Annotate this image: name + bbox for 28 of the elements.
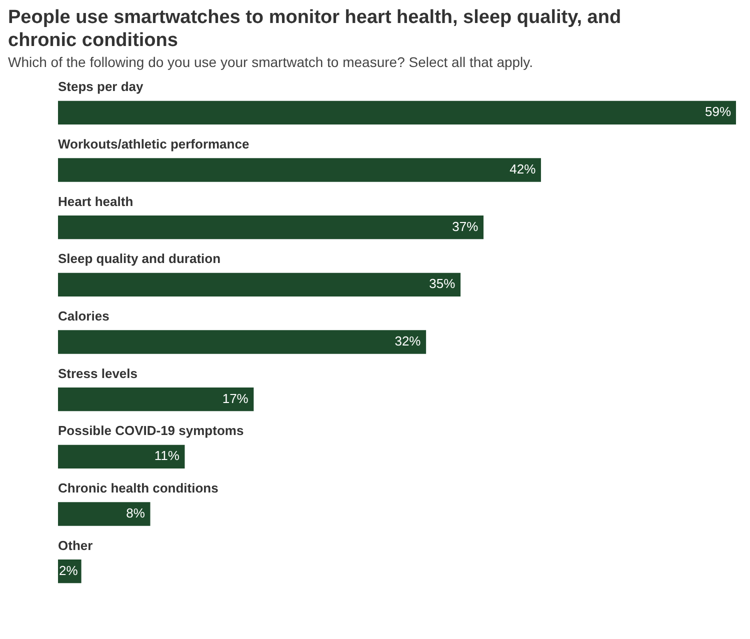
bar xyxy=(58,502,150,526)
data-label: 42% xyxy=(510,162,536,177)
y-tick-label: Heart health xyxy=(58,194,134,209)
data-label: 59% xyxy=(704,104,732,120)
data-label: 8% xyxy=(126,506,146,521)
data-label: 17% xyxy=(222,390,249,406)
bar xyxy=(58,272,461,296)
bar xyxy=(58,388,254,412)
bar xyxy=(58,158,541,182)
y-tick-label: Stress levels xyxy=(58,366,138,381)
chart-title: People use smartwatches to monitor heart health, sleep quality, and chronic conditions xyxy=(8,6,622,52)
data-label: 35% xyxy=(429,276,456,292)
bar xyxy=(58,330,426,354)
bar xyxy=(58,100,736,124)
data-label: 11% xyxy=(154,448,180,464)
data-label: 2% xyxy=(59,562,78,578)
y-tick-label: Chronic health conditions xyxy=(58,480,218,496)
y-tick-label: Sleep quality and duration xyxy=(58,251,221,266)
y-tick-label: Possible COVID-19 symptoms xyxy=(58,423,244,438)
y-tick-label: Steps per day xyxy=(58,79,144,94)
bar xyxy=(58,444,185,468)
data-label: 32% xyxy=(394,334,422,349)
bar xyxy=(58,216,484,240)
y-tick-label: Calories xyxy=(58,308,110,324)
chart-subtitle: Which of the following do you use your smartwatch to measure? Select all that apply. xyxy=(8,54,534,70)
y-tick-label: Workouts/athletic performance xyxy=(58,136,250,152)
data-label: 37% xyxy=(452,218,479,234)
y-tick-label: Other xyxy=(58,538,93,553)
